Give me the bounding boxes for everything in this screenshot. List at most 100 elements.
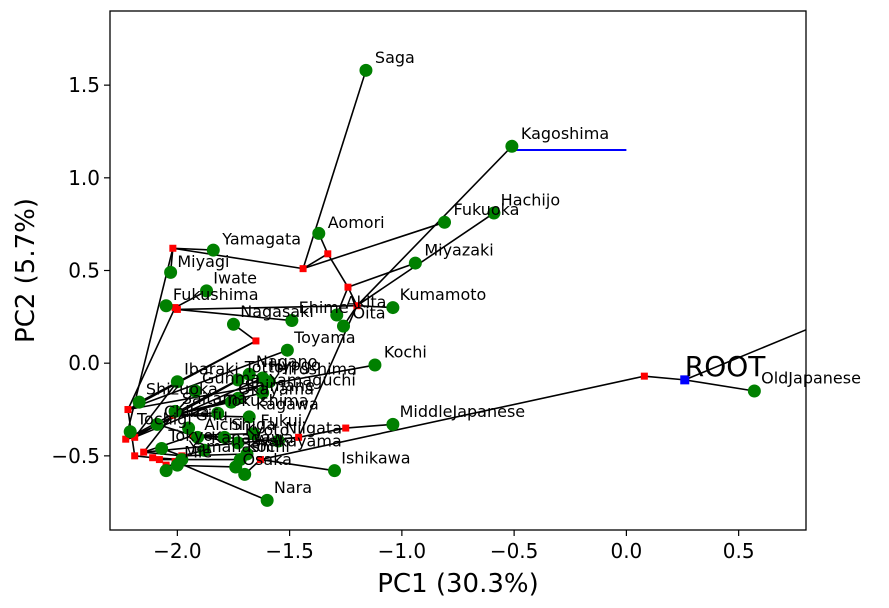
point-label: Fukui bbox=[260, 411, 302, 430]
y-tick-label: 0.5 bbox=[68, 259, 100, 283]
point-label: Okayama bbox=[238, 380, 314, 399]
leaf-point bbox=[285, 314, 299, 328]
tree-edge bbox=[172, 247, 304, 270]
internal-node-marker bbox=[155, 456, 163, 464]
point-label: Akita bbox=[346, 293, 387, 312]
internal-node-marker bbox=[295, 433, 303, 441]
root-label: ROOT bbox=[685, 350, 767, 383]
leaf-point bbox=[231, 436, 245, 450]
leaf-point bbox=[238, 467, 252, 481]
leaf-point bbox=[226, 317, 240, 331]
point-label: Hachijo bbox=[501, 191, 560, 210]
point-label: Fukushima bbox=[173, 285, 259, 304]
point-label: Miyazaki bbox=[424, 241, 493, 260]
point-label: OldJapanese bbox=[761, 369, 861, 388]
internal-node-marker bbox=[324, 250, 332, 258]
y-tick-label: 1.5 bbox=[68, 73, 100, 97]
internal-node-marker bbox=[124, 406, 132, 414]
leaf-point bbox=[328, 464, 342, 478]
leaf-point bbox=[247, 427, 261, 441]
point-label: Kumamoto bbox=[400, 285, 487, 304]
point-label: Saitama bbox=[182, 389, 248, 408]
x-tick-label: 0.0 bbox=[610, 539, 642, 563]
internal-node-marker bbox=[131, 452, 139, 460]
leaf-point bbox=[242, 367, 256, 381]
internal-node-marker bbox=[353, 302, 361, 310]
tree-edge bbox=[177, 308, 292, 322]
x-axis-label: PC1 (30.3%) bbox=[377, 569, 539, 599]
point-label: Gunma bbox=[202, 369, 260, 388]
point-label: Osaka bbox=[242, 450, 292, 469]
leaf-point bbox=[200, 284, 214, 298]
point-label: Tokushima bbox=[224, 391, 309, 410]
internal-node-marker bbox=[342, 424, 350, 432]
tree-edge bbox=[172, 414, 250, 418]
point-label: Saga bbox=[375, 48, 415, 67]
tree-edge bbox=[302, 70, 367, 269]
internal-node-marker bbox=[344, 283, 352, 291]
point-label: Yamaguchi bbox=[268, 370, 355, 389]
tree-edge bbox=[134, 381, 178, 438]
leaf-point bbox=[191, 430, 205, 444]
leaf-point bbox=[438, 215, 452, 229]
point-label: Kochi bbox=[384, 343, 427, 362]
point-label: Ishikawa bbox=[341, 448, 410, 467]
leaf-point bbox=[168, 404, 182, 418]
leaf-point bbox=[359, 63, 373, 77]
leaf-point bbox=[330, 308, 344, 322]
point-label: Yamanashi bbox=[188, 437, 275, 456]
leaf-point bbox=[197, 443, 211, 457]
leaf-point bbox=[159, 464, 173, 478]
point-label: Shizuoka bbox=[146, 380, 218, 399]
y-tick-label: 1.0 bbox=[68, 166, 100, 190]
tree-edge bbox=[125, 377, 263, 440]
leaf-point bbox=[312, 226, 326, 240]
x-tick-label: 0.5 bbox=[723, 539, 755, 563]
point-label: Kanagawa bbox=[211, 428, 294, 447]
point-label: Nagasaki bbox=[240, 302, 314, 321]
tree-edge bbox=[143, 434, 194, 453]
point-label: MiddleJapanese bbox=[400, 402, 526, 421]
point-label: Hyogo bbox=[269, 356, 320, 375]
tree-edge bbox=[684, 379, 755, 392]
tree-edge bbox=[172, 247, 214, 251]
leaf-point bbox=[170, 458, 184, 472]
point-label: Fukuoka bbox=[454, 200, 520, 219]
internal-node-marker bbox=[252, 337, 260, 345]
point-label: Miyagi bbox=[177, 252, 229, 271]
point-label: Niigata bbox=[285, 419, 342, 438]
point-label: Nara bbox=[274, 478, 312, 497]
tree-edge bbox=[298, 427, 346, 439]
leaf-point bbox=[164, 265, 178, 279]
tree-edge bbox=[181, 453, 247, 457]
leaf-point bbox=[218, 430, 232, 444]
x-axis-ticks: −2.0 −1.5 −1.0 −0.5 0.0 0.5 bbox=[153, 530, 755, 563]
tree-edge bbox=[127, 307, 176, 410]
point-label: Yamagata bbox=[221, 230, 301, 249]
leaf-point bbox=[368, 358, 382, 372]
point-label: Mie bbox=[184, 443, 212, 462]
leaf-point bbox=[487, 206, 501, 220]
leaf-point bbox=[224, 395, 238, 409]
point-label: Aomori bbox=[328, 213, 385, 232]
internal-node-marker bbox=[640, 372, 648, 380]
leaf-point bbox=[123, 425, 137, 439]
x-tick-label: −0.5 bbox=[490, 539, 539, 563]
leaf-point bbox=[262, 375, 276, 389]
root-marker bbox=[680, 375, 690, 385]
tree-edge bbox=[127, 349, 288, 411]
internal-node-marker bbox=[140, 448, 148, 456]
internal-node-marker bbox=[171, 304, 179, 312]
tree-edge bbox=[260, 458, 335, 472]
leaf-point bbox=[256, 386, 270, 400]
leaf-point bbox=[260, 493, 274, 507]
tree-edge bbox=[143, 414, 174, 453]
tree-edge bbox=[684, 329, 806, 381]
internal-node-marker bbox=[122, 435, 130, 443]
y-tick-label: 0.0 bbox=[68, 351, 100, 375]
tree-edge bbox=[302, 221, 445, 270]
tree-edge bbox=[127, 364, 376, 411]
leaf-point bbox=[386, 417, 400, 431]
y-axis-label: PC2 (5.7%) bbox=[11, 198, 41, 343]
